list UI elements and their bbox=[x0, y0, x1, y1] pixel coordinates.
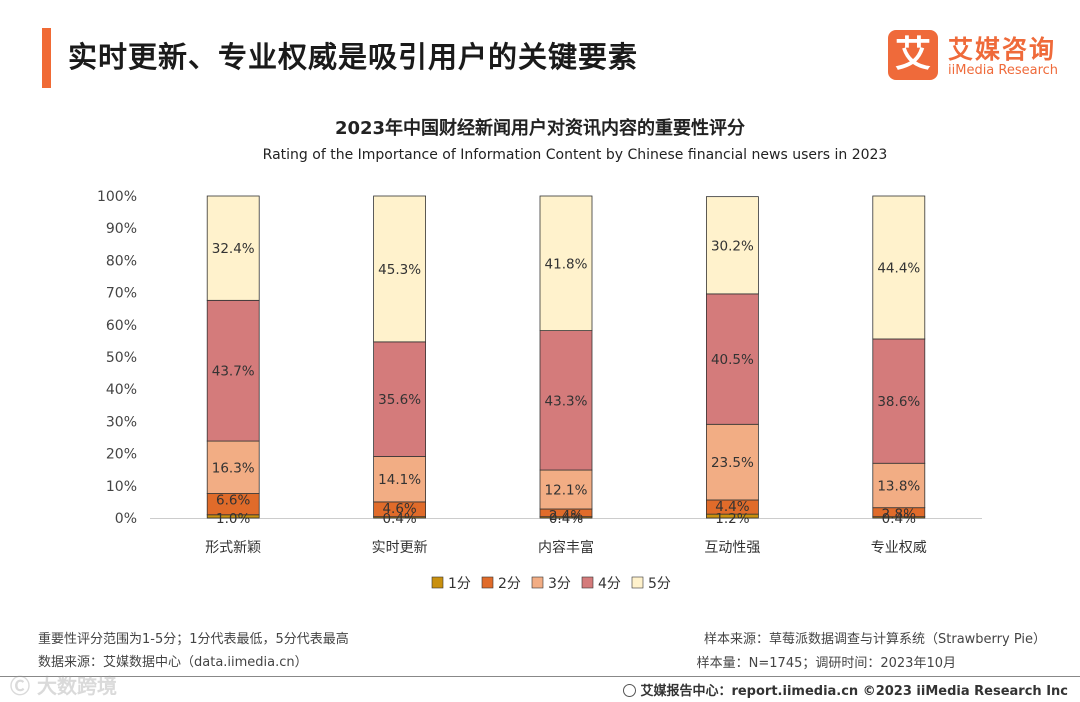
y-tick-label: 10% bbox=[106, 479, 137, 495]
legend-swatch bbox=[631, 576, 644, 589]
bar-segment bbox=[373, 456, 427, 503]
bar-segment bbox=[872, 195, 926, 340]
legend-label: 5分 bbox=[648, 576, 671, 592]
legend-label: 2分 bbox=[498, 576, 521, 592]
data-label: 2.4% bbox=[549, 508, 583, 524]
y-tick-label: 60% bbox=[106, 318, 137, 334]
y-tick-label: 70% bbox=[106, 286, 137, 302]
data-label: 41.8% bbox=[545, 256, 588, 272]
bar-segment bbox=[373, 195, 427, 343]
bar-segment bbox=[872, 462, 926, 509]
data-label: 0.4% bbox=[882, 511, 916, 527]
legend-swatch bbox=[581, 576, 594, 589]
iimedia-logo: 艾 艾媒咨询 iiMedia Research bbox=[888, 30, 1058, 84]
bar-segment bbox=[539, 195, 593, 331]
data-label: 4.4% bbox=[715, 499, 749, 515]
stacked-bar-chart: 0% 10% 20% 30% 40% 50% 60% 70% 80% 90% 100% 1.0% 6.6… bbox=[97, 189, 982, 592]
legend-label: 4分 bbox=[598, 576, 621, 592]
footer: 艾媒报告中心：report.iimedia.cn ©2023 iiMedia R… bbox=[623, 680, 1068, 699]
y-tick-label: 80% bbox=[106, 253, 137, 269]
legend-swatch bbox=[531, 576, 544, 589]
x-category-label: 内容丰富 bbox=[538, 539, 594, 556]
data-label: 43.7% bbox=[212, 364, 255, 380]
bar-segment bbox=[206, 299, 260, 442]
bar-segment bbox=[206, 195, 260, 301]
data-label: 43.3% bbox=[545, 393, 588, 409]
data-label: 16.3% bbox=[212, 460, 255, 476]
footer-divider bbox=[0, 676, 1080, 677]
data-label: 13.8% bbox=[877, 478, 920, 494]
data-label: 2.8% bbox=[882, 507, 916, 523]
bar-segment bbox=[706, 423, 759, 501]
note-source: 数据来源：艾媒数据中心（data.iimedia.cn） bbox=[38, 655, 308, 670]
data-label: 6.6% bbox=[216, 493, 250, 509]
data-label: 0.4% bbox=[549, 511, 583, 527]
data-label: 38.6% bbox=[877, 394, 920, 410]
chart-title: 2023年中国财经新闻用户对资讯内容的重要性评分 bbox=[334, 118, 746, 139]
legend-label: 1分 bbox=[448, 576, 471, 592]
y-tick-label: 30% bbox=[106, 414, 137, 430]
data-label: 14.1% bbox=[378, 472, 421, 488]
page-title: 实时更新、专业权威是吸引用户的关键要素 bbox=[68, 40, 639, 74]
logo-cn-text: 艾媒咨询 bbox=[948, 35, 1057, 64]
chart-subtitle: Rating of the Importance of Information … bbox=[262, 147, 888, 163]
bar-segment bbox=[373, 341, 427, 457]
data-label: 44.4% bbox=[877, 260, 920, 276]
y-tick-label: 90% bbox=[106, 221, 137, 237]
y-tick-label: 40% bbox=[106, 382, 137, 398]
note-sample-size: 样本量：N=1745；调研时间：2023年10月 bbox=[696, 656, 956, 671]
y-tick-label: 100% bbox=[97, 189, 137, 205]
footer-text: 艾媒报告中心：report.iimedia.cn ©2023 iiMedia R… bbox=[640, 684, 1068, 699]
logo-mark: 艾 bbox=[888, 30, 938, 80]
y-tick-label: 50% bbox=[106, 350, 137, 366]
bar-segment bbox=[872, 338, 926, 464]
legend-label: 3分 bbox=[548, 576, 571, 592]
bar-segment bbox=[706, 293, 759, 425]
data-label: 1.0% bbox=[216, 511, 250, 527]
data-label: 4.6% bbox=[382, 501, 416, 517]
watermark: Ⓒ 大数跨境 bbox=[10, 674, 117, 698]
legend-swatch bbox=[481, 576, 494, 589]
bar-segment bbox=[706, 196, 759, 295]
title-accent-bar bbox=[42, 28, 51, 88]
data-label: 0.4% bbox=[382, 511, 416, 527]
bar-segment bbox=[206, 440, 260, 494]
data-label: 1.2% bbox=[715, 511, 749, 527]
y-tick-label: 0% bbox=[115, 511, 137, 527]
x-category-label: 互动性强 bbox=[704, 540, 760, 556]
x-category-label: 形式新颖 bbox=[205, 540, 261, 556]
note-scale: 重要性评分范围为1-5分；1分代表最低，5分代表最高 bbox=[38, 632, 349, 647]
logo-en-text: iiMedia Research bbox=[948, 63, 1059, 78]
globe-icon bbox=[623, 684, 637, 697]
data-label: 23.5% bbox=[711, 455, 754, 471]
bar-segment bbox=[539, 330, 593, 471]
data-label: 32.4% bbox=[212, 241, 255, 257]
data-label: 30.2% bbox=[711, 238, 754, 254]
note-sample-source: 样本来源：草莓派数据调查与计算系统（Strawberry Pie） bbox=[704, 632, 1046, 647]
data-label: 12.1% bbox=[545, 483, 588, 499]
data-label: 40.5% bbox=[711, 352, 754, 368]
legend-swatch bbox=[431, 576, 444, 589]
bar-segment bbox=[539, 469, 593, 510]
x-category-label: 实时更新 bbox=[372, 540, 428, 556]
y-tick-label: 20% bbox=[106, 447, 137, 463]
data-label: 35.6% bbox=[378, 392, 421, 408]
data-label: 45.3% bbox=[378, 262, 421, 278]
x-category-label: 专业权威 bbox=[871, 540, 927, 556]
